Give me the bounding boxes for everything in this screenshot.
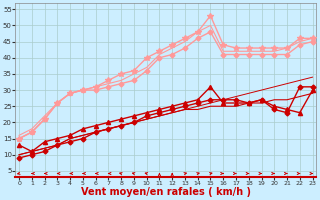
X-axis label: Vent moyen/en rafales ( km/h ): Vent moyen/en rafales ( km/h ) <box>81 187 251 197</box>
